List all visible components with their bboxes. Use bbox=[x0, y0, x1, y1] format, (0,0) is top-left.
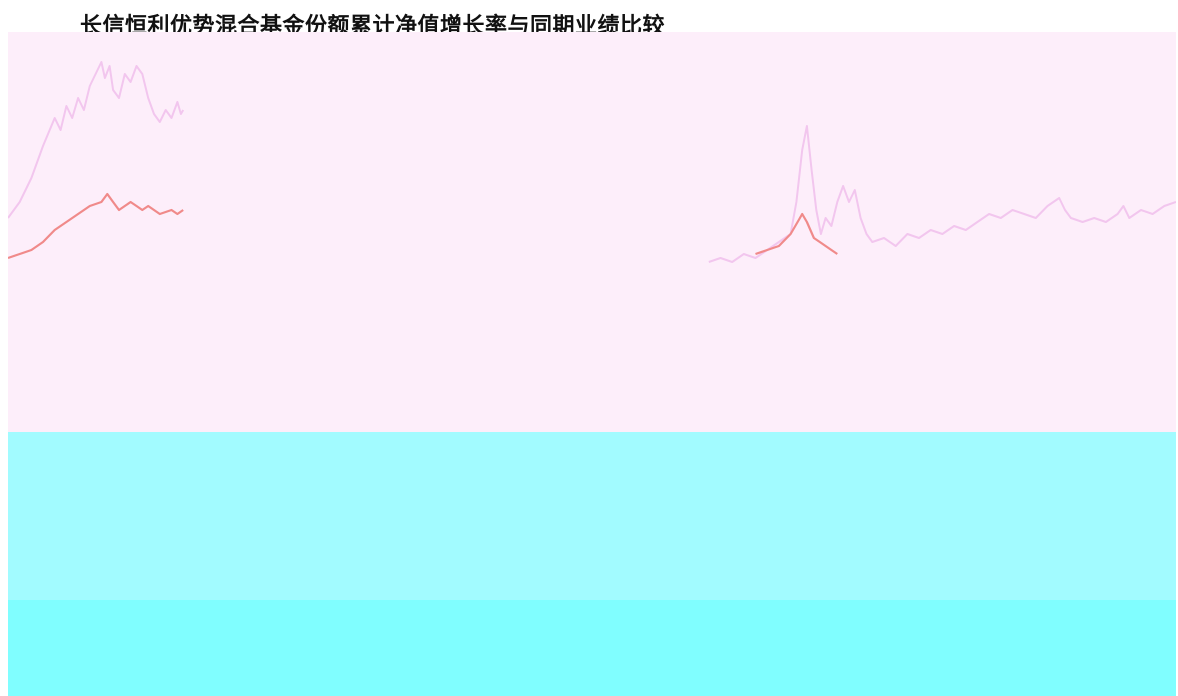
plot-background-lower bbox=[8, 432, 1176, 600]
series-layer bbox=[8, 61, 1176, 263]
chart-plot-area bbox=[8, 32, 1176, 696]
plot-background-upper bbox=[8, 32, 1176, 432]
chart-svg bbox=[8, 32, 1176, 696]
plot-background-bottom bbox=[8, 600, 1176, 696]
series-line-1 bbox=[8, 61, 1176, 263]
series-line-2 bbox=[8, 192, 838, 260]
